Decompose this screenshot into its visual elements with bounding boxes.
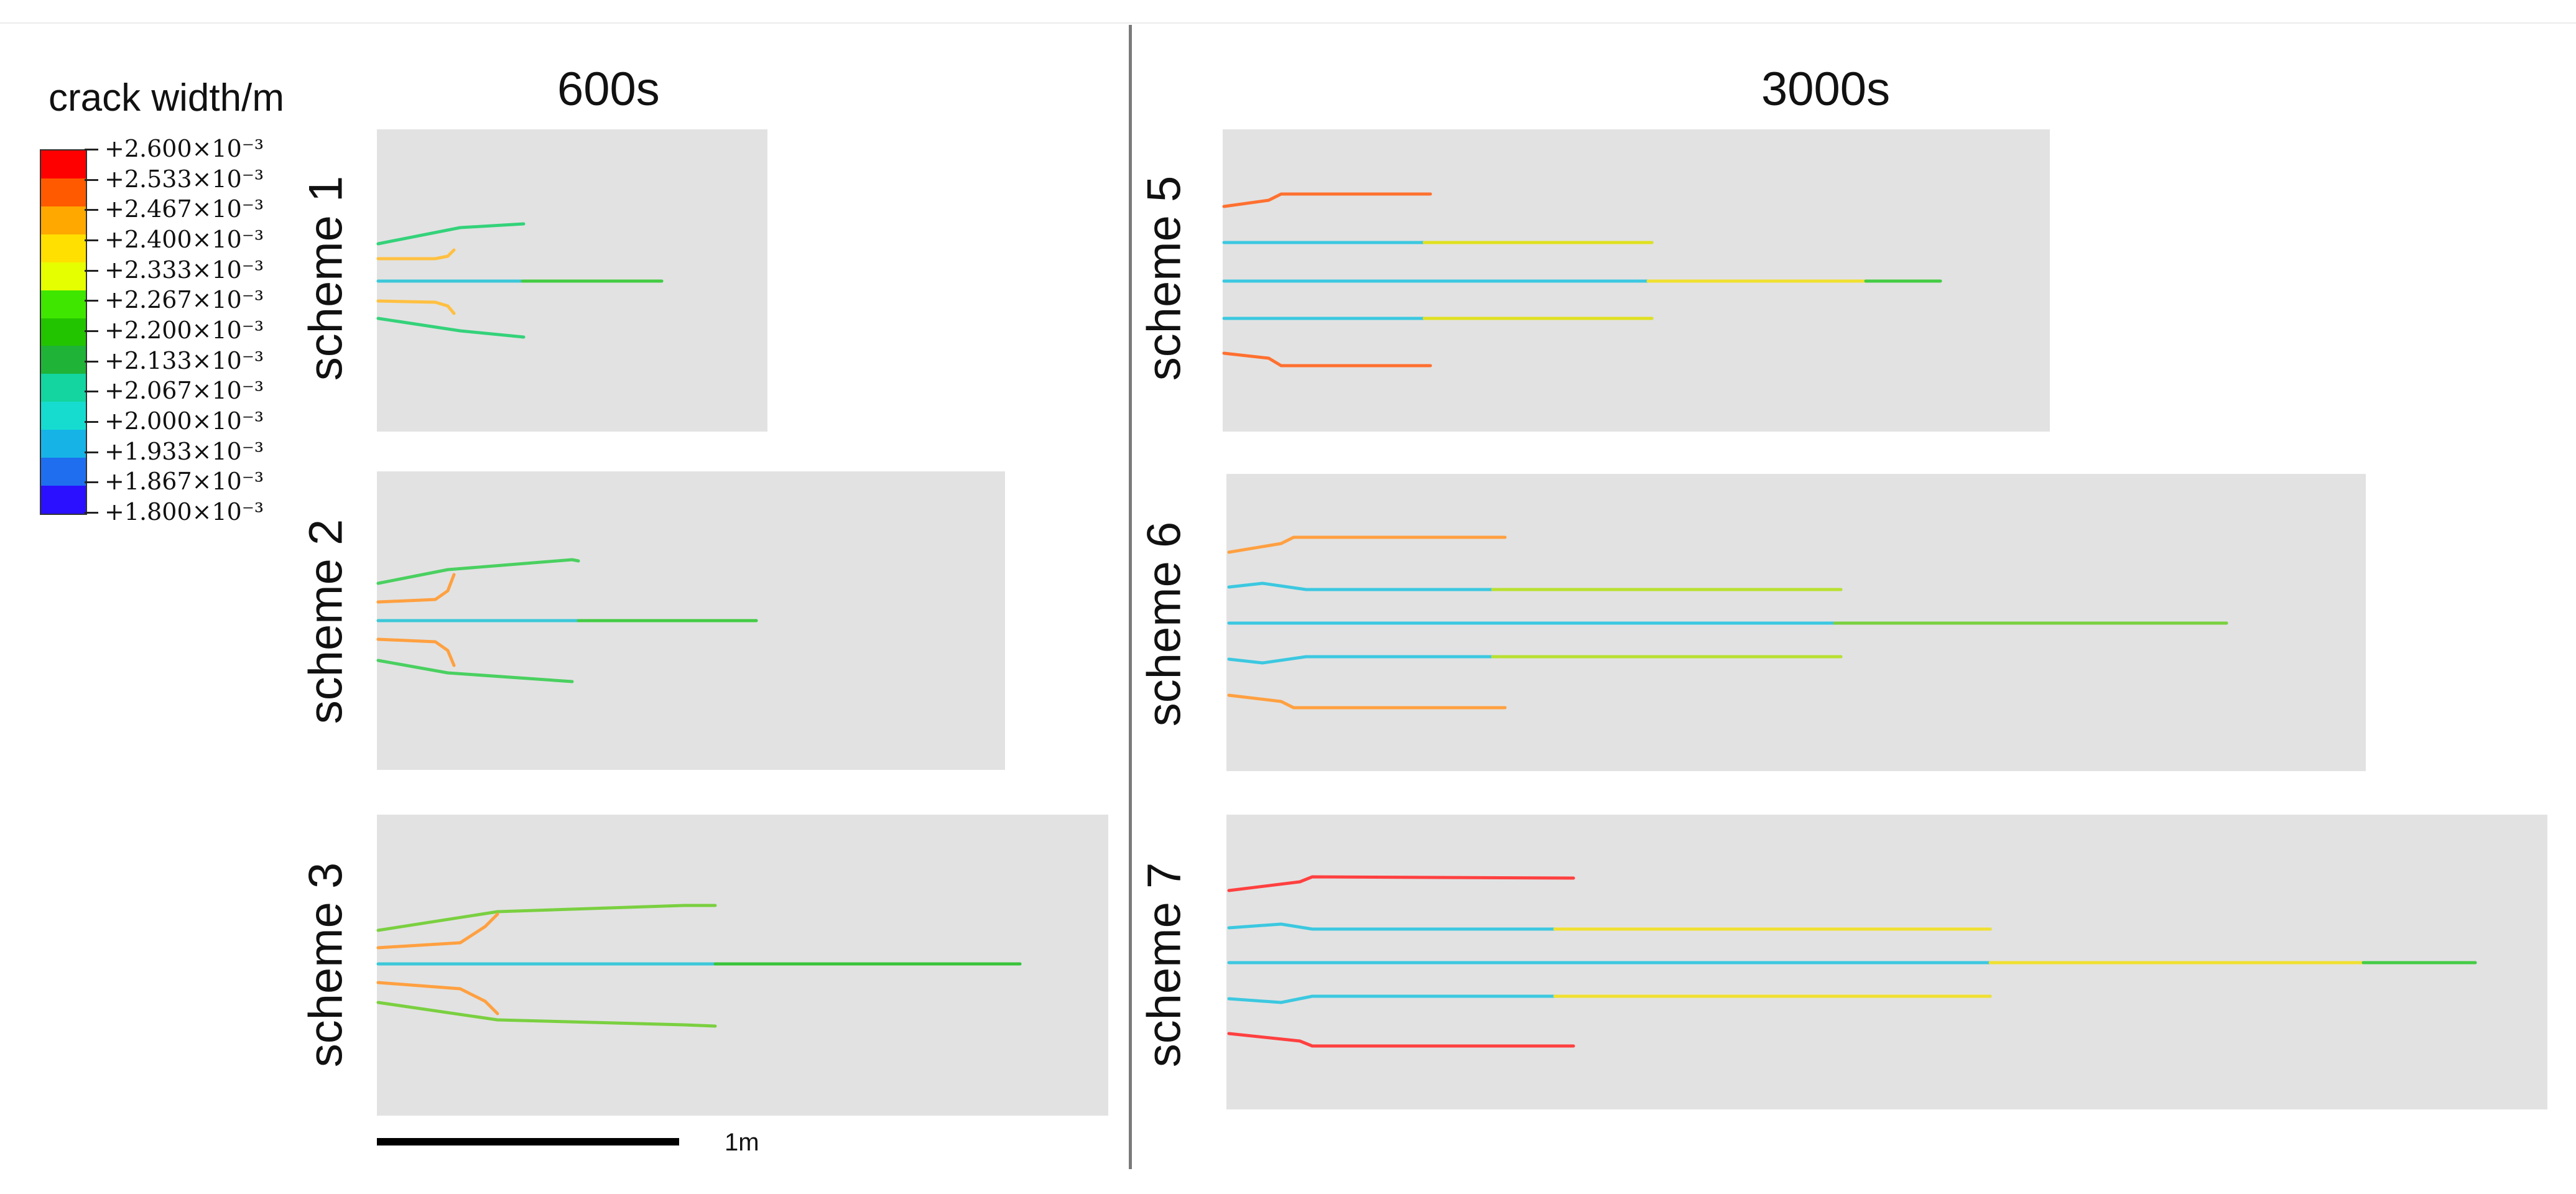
panel-scheme-6 (1226, 474, 2366, 771)
color-swatch (41, 458, 86, 486)
legend-tick (85, 269, 98, 272)
top-rule (0, 22, 2576, 24)
scheme-3-label: scheme 3 (299, 862, 353, 1068)
panel-scheme-5 (1223, 129, 2050, 432)
legend-label: +2.200×10⁻³ (104, 317, 264, 344)
legend-tick (85, 391, 98, 393)
panel-scheme-7 (1226, 815, 2547, 1109)
legend-label: +2.000×10⁻³ (104, 407, 264, 435)
legend-label: +1.867×10⁻³ (104, 468, 264, 496)
scheme-7-label: scheme 7 (1137, 862, 1191, 1068)
scheme-2-label: scheme 2 (299, 519, 353, 724)
legend-tick (85, 178, 98, 181)
scale-bar-label: 1m (725, 1129, 759, 1156)
color-swatch (41, 150, 86, 178)
legend-label: +2.467×10⁻³ (104, 195, 264, 223)
column-divider (1129, 25, 1132, 1169)
color-swatch (41, 346, 86, 374)
color-swatch (41, 234, 86, 262)
scheme-1-label: scheme 1 (299, 175, 353, 381)
legend-label: +2.333×10⁻³ (104, 256, 264, 284)
time-label-600s: 600s (557, 63, 660, 116)
time-label-3000s: 3000s (1761, 63, 1891, 116)
color-swatch (41, 318, 86, 346)
scheme-6-label: scheme 6 (1137, 521, 1191, 727)
color-swatch (41, 374, 86, 402)
legend-tick (85, 421, 98, 423)
legend-tick (85, 149, 98, 150)
scheme-5-label: scheme 5 (1137, 175, 1191, 381)
color-swatch (41, 430, 86, 458)
legend-tick (85, 451, 98, 453)
legend-tick (85, 300, 98, 302)
legend-label: +2.400×10⁻³ (104, 226, 264, 253)
legend-label: +1.933×10⁻³ (104, 437, 264, 465)
color-swatch (41, 206, 86, 234)
legend-tick (85, 330, 98, 332)
legend-tick (85, 239, 98, 241)
legend-label: +2.267×10⁻³ (104, 286, 264, 314)
color-swatch (41, 290, 86, 318)
panel-scheme-2 (377, 471, 1005, 770)
color-swatch (41, 486, 86, 514)
panel-scheme-1 (377, 129, 767, 432)
color-swatch (41, 402, 86, 430)
legend-tick (85, 360, 98, 363)
scale-bar (377, 1138, 679, 1145)
legend-tick (85, 512, 98, 514)
color-scale-bar (40, 149, 87, 515)
legend-label: +1.800×10⁻³ (104, 498, 264, 525)
panel-scheme-3 (377, 815, 1108, 1116)
legend-tick (85, 209, 98, 211)
color-swatch (41, 262, 86, 290)
legend-label: +2.533×10⁻³ (104, 165, 264, 193)
legend-title: crack width/m (49, 76, 284, 119)
legend-label: +2.133×10⁻³ (104, 346, 264, 374)
color-swatch (41, 178, 86, 206)
legend-label: +2.600×10⁻³ (104, 135, 264, 162)
legend-label: +2.067×10⁻³ (104, 377, 264, 405)
legend-tick (85, 481, 98, 484)
